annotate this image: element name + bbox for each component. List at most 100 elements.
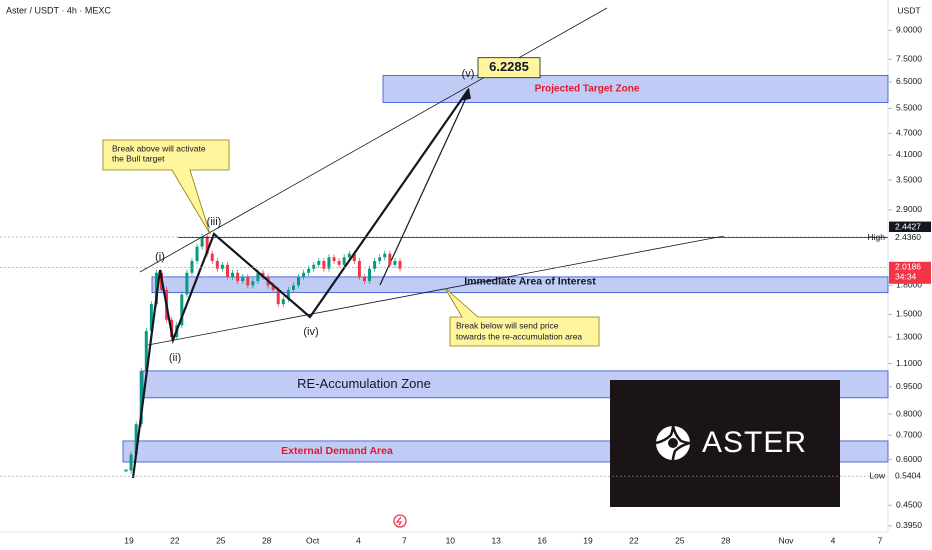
wave-label: (v) <box>462 68 475 80</box>
y-tick-label: 0.3950 <box>896 520 922 530</box>
candle-body <box>256 272 260 282</box>
zone-label: RE-Accumulation Zone <box>297 376 431 391</box>
callout <box>444 287 600 347</box>
candle-body <box>139 370 143 425</box>
callout-text: Break below will send price <box>456 320 559 330</box>
x-tick-label: 25 <box>216 535 226 545</box>
candle-body <box>134 424 138 455</box>
axes: 9.0000 7.5000 6.5000 5.5000 4.7000 4.1000 3.50… <box>0 25 931 545</box>
candle-body <box>215 261 219 269</box>
candle-body <box>251 281 255 286</box>
y-tick-label: 1.3000 <box>896 331 922 341</box>
y-tick-label: 4.1000 <box>896 149 922 159</box>
candle-body <box>246 276 250 286</box>
y-tick-label: 1.8000 <box>896 280 922 290</box>
candle-body <box>357 261 361 277</box>
price-badge <box>889 232 931 244</box>
y-tick-label: 6.5000 <box>896 76 922 86</box>
price-badge-label: 0.5404 <box>895 470 921 480</box>
x-tick-label: Oct <box>306 535 320 545</box>
logo-box <box>610 380 840 507</box>
event-icon[interactable] <box>393 514 407 528</box>
candle-body <box>210 253 214 262</box>
candle-body <box>271 285 275 290</box>
x-tick-label: 7 <box>878 535 883 545</box>
y-tick-label: 2.9000 <box>896 204 922 214</box>
candle-body <box>205 236 209 254</box>
candle-body <box>200 236 204 247</box>
candle-body <box>337 261 341 265</box>
candle-body <box>297 276 301 286</box>
y-tick-label: 0.9500 <box>896 381 922 391</box>
x-tick-label: 13 <box>491 535 501 545</box>
x-tick-label: 28 <box>721 535 731 545</box>
y-tick-label: 0.4500 <box>896 499 922 509</box>
y-tick-label: 9.0000 <box>896 25 922 35</box>
chart-title: Aster / USDT · 4h · MEXC <box>6 5 111 15</box>
wave-label: (iii) <box>207 216 222 228</box>
wave-path: 6.2285 <box>131 57 541 479</box>
candle-body <box>195 246 199 262</box>
price-note: High <box>868 232 886 242</box>
candle-body <box>393 261 397 265</box>
x-tick-label: 22 <box>629 535 639 545</box>
candle-body <box>286 289 290 300</box>
candle-body <box>362 276 366 282</box>
x-tick-label: 16 <box>537 535 547 545</box>
candle-body <box>373 261 377 269</box>
target-label: 6.2285 <box>489 59 529 74</box>
candle-body <box>225 264 229 277</box>
candle-body <box>261 272 265 277</box>
price-badge-note: 34:34 <box>895 272 917 282</box>
candle-body <box>281 299 285 305</box>
candle-body <box>322 261 326 269</box>
axis-unit: USDT <box>897 5 920 15</box>
candle-body <box>342 257 346 265</box>
price-badge <box>889 221 931 233</box>
x-tick-label: 19 <box>583 535 593 545</box>
wave-label: (iv) <box>303 326 318 338</box>
price-badge-label: 2.4360 <box>895 232 921 242</box>
zone-label: External Demand Area <box>281 445 393 457</box>
y-tick-label: 1.5000 <box>896 309 922 319</box>
candle-body <box>398 261 402 269</box>
price-badge <box>889 470 931 482</box>
x-tick-label: 7 <box>402 535 407 545</box>
candle-body <box>332 257 336 262</box>
x-tick-label: 4 <box>356 535 361 545</box>
x-tick-label: 4 <box>831 535 836 545</box>
x-tick-label: 22 <box>170 535 180 545</box>
wave-path <box>131 88 470 479</box>
y-tick-label: 4.7000 <box>896 128 922 138</box>
candle-body <box>347 253 351 258</box>
arrow-line <box>379 97 467 286</box>
y-tick-label: 1.1000 <box>896 358 922 368</box>
y-tick-label: 3.5000 <box>896 174 922 184</box>
price-note: Low <box>869 470 885 480</box>
price-badge-label: 2.4427 <box>895 221 921 231</box>
callout <box>102 139 230 235</box>
logo-icon <box>655 425 691 461</box>
candle-body <box>317 261 321 265</box>
y-tick-label: 5.5000 <box>896 103 922 113</box>
x-tick-label: 10 <box>446 535 456 545</box>
x-tick-label: 19 <box>124 535 134 545</box>
candle-body <box>185 272 189 295</box>
arrow-head <box>461 88 471 101</box>
annotation-lines <box>139 7 725 346</box>
candle-body <box>307 268 311 273</box>
candle-body <box>276 289 280 305</box>
x-tick-label: 28 <box>262 535 272 545</box>
candle-body <box>149 304 153 332</box>
price-badge <box>889 261 931 284</box>
wave-label: (i) <box>155 251 165 263</box>
callout-text: towards the re-accumulation area <box>456 331 582 341</box>
candle-body <box>231 272 235 277</box>
candle-body <box>291 285 295 290</box>
candle-body <box>327 257 331 269</box>
y-tick-label: 0.7000 <box>896 429 922 439</box>
candle-body <box>302 272 306 277</box>
candle-body <box>220 264 224 269</box>
